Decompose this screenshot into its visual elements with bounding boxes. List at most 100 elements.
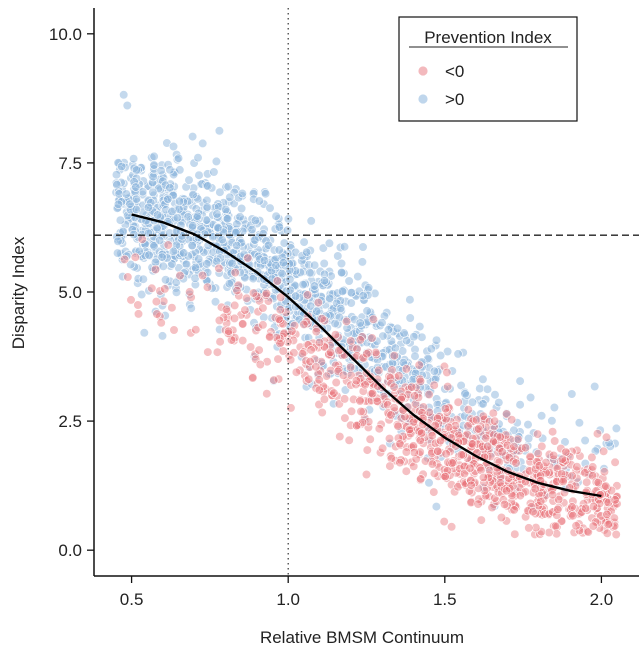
data-point bbox=[515, 376, 525, 386]
data-point bbox=[217, 235, 227, 245]
data-point bbox=[202, 282, 213, 292]
data-point bbox=[131, 204, 141, 214]
data-point bbox=[588, 462, 598, 472]
data-point bbox=[251, 354, 261, 364]
data-point bbox=[113, 236, 123, 246]
data-point bbox=[198, 270, 208, 281]
data-point bbox=[509, 442, 519, 452]
data-point bbox=[319, 276, 330, 286]
data-point bbox=[147, 283, 157, 293]
data-point bbox=[133, 300, 143, 310]
data-point bbox=[113, 199, 123, 209]
data-point bbox=[551, 529, 562, 539]
data-point bbox=[310, 354, 320, 364]
data-point bbox=[553, 504, 563, 515]
data-point bbox=[389, 351, 399, 361]
data-point bbox=[215, 324, 225, 335]
data-point bbox=[137, 234, 147, 244]
data-point bbox=[214, 315, 224, 326]
data-point bbox=[229, 313, 240, 324]
data-point bbox=[325, 293, 335, 303]
data-point bbox=[567, 471, 577, 481]
data-point bbox=[342, 316, 352, 327]
data-point bbox=[387, 358, 398, 368]
data-point bbox=[552, 477, 562, 487]
data-point bbox=[384, 415, 394, 425]
data-point bbox=[190, 262, 201, 273]
data-point bbox=[456, 380, 466, 391]
legend-title: Prevention Index bbox=[424, 28, 552, 47]
data-point bbox=[173, 153, 184, 163]
data-point bbox=[509, 505, 519, 515]
data-point bbox=[167, 206, 177, 217]
data-point bbox=[603, 519, 613, 530]
data-point bbox=[552, 510, 562, 520]
data-point bbox=[355, 335, 365, 345]
data-point bbox=[475, 463, 485, 473]
data-point bbox=[530, 484, 540, 494]
data-point bbox=[325, 347, 336, 357]
data-point bbox=[495, 478, 505, 488]
data-point bbox=[251, 291, 262, 302]
data-point bbox=[198, 138, 208, 148]
data-point bbox=[207, 283, 217, 293]
data-point bbox=[476, 465, 486, 475]
data-point bbox=[433, 419, 443, 429]
data-point bbox=[236, 310, 246, 320]
x-axis-label: Relative BMSM Continuum bbox=[260, 628, 464, 647]
data-point bbox=[453, 397, 463, 407]
data-point bbox=[427, 459, 438, 469]
data-point bbox=[592, 429, 603, 439]
data-point bbox=[512, 418, 522, 428]
data-point bbox=[212, 209, 222, 219]
data-point bbox=[193, 153, 203, 163]
data-point bbox=[466, 497, 476, 508]
data-point bbox=[118, 226, 128, 237]
data-point bbox=[115, 215, 125, 225]
data-point bbox=[184, 175, 194, 185]
data-point bbox=[459, 469, 470, 479]
data-point bbox=[488, 408, 498, 418]
data-point bbox=[612, 481, 622, 491]
data-point bbox=[346, 406, 357, 416]
data-point bbox=[447, 366, 457, 376]
data-point bbox=[139, 328, 149, 338]
data-point bbox=[547, 416, 557, 426]
data-point bbox=[520, 487, 531, 497]
data-point bbox=[271, 211, 281, 221]
data-point bbox=[223, 182, 233, 192]
data-point bbox=[305, 357, 315, 367]
data-point bbox=[149, 151, 159, 161]
data-point bbox=[572, 462, 582, 472]
data-point bbox=[353, 272, 363, 282]
legend-label-pos: >0 bbox=[445, 90, 464, 109]
data-point bbox=[167, 259, 177, 269]
data-point bbox=[306, 345, 316, 355]
data-point bbox=[112, 248, 123, 258]
data-point bbox=[571, 521, 581, 531]
data-point bbox=[515, 400, 525, 410]
data-point bbox=[186, 328, 196, 338]
data-point bbox=[549, 402, 560, 413]
data-point bbox=[335, 432, 345, 442]
data-point bbox=[360, 380, 370, 390]
data-point bbox=[475, 384, 485, 394]
data-point bbox=[272, 276, 282, 286]
data-point bbox=[407, 442, 417, 453]
data-point bbox=[504, 473, 514, 483]
data-point bbox=[126, 295, 136, 305]
data-point bbox=[602, 528, 612, 538]
data-point bbox=[458, 420, 468, 431]
data-point bbox=[414, 360, 424, 370]
data-point bbox=[460, 389, 470, 399]
data-point bbox=[430, 374, 441, 384]
data-point bbox=[575, 451, 585, 461]
data-point bbox=[415, 435, 425, 446]
x-tick-label: 1.0 bbox=[276, 590, 300, 609]
data-point bbox=[472, 424, 482, 435]
data-point bbox=[215, 337, 225, 347]
data-point bbox=[484, 417, 495, 427]
data-point bbox=[570, 503, 580, 514]
data-point bbox=[436, 350, 446, 361]
data-point bbox=[372, 336, 382, 346]
